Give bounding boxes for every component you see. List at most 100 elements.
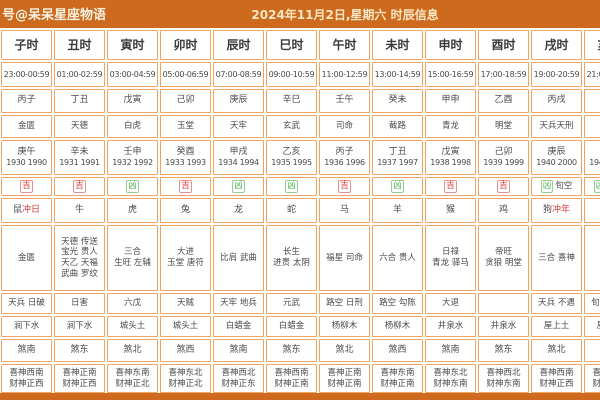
luck-verdict-cell: 凶 [107, 177, 158, 196]
clash-ganzhi-years-cell: 己卯 1939 1999 [478, 140, 529, 175]
time-range-cell: 23:00-00:59 [1, 62, 52, 87]
hour-ganzhi-cell: 丙子 [1, 89, 52, 113]
sha-direction-cell: 煞东 [54, 339, 105, 362]
sha-direction-cell: 煞东 [478, 339, 529, 362]
hour-star-cell: 明堂 [478, 115, 529, 138]
zodiac-cell: 马 [319, 198, 370, 223]
time-range-cell: 11:00-12:59 [319, 62, 370, 87]
table-row: 23:00-00:59 01:00-02:59 03:00-04:59 05:00-0… [1, 62, 600, 87]
luck-badge: 凶 [126, 180, 139, 193]
clash-ganzhi-years-cell: 癸酉 1933 1993 [160, 140, 211, 175]
clash-ganzhi-years-cell: 乙亥 1935 1995 [266, 140, 317, 175]
luck-extra-label: 旬空 [555, 181, 573, 192]
zodiac-cell: 鼠冲日 [1, 198, 52, 223]
luck-verdict-cell: 凶 [266, 177, 317, 196]
unlucky-gods-cell: 元武 [266, 293, 317, 314]
table-row: 煞南煞东煞北煞西煞南煞东煞北煞西煞南煞东煞北煞西 [1, 339, 600, 362]
lucky-gods-cell: 帝旺 贪狼 明堂 [478, 225, 529, 291]
table-row: 庚午 1930 1990 辛未 1931 1991 壬申 1932 1992 癸酉 1933 … [1, 140, 600, 175]
footer-bar [0, 393, 600, 400]
hour-star-cell: 白虎 [107, 115, 158, 138]
deity-directions-cell: 喜神东北 财神东南 [425, 364, 476, 393]
unlucky-gods-cell: 天兵 日破 [1, 293, 52, 314]
hour-star-cell: 玉堂 [160, 115, 211, 138]
luck-badge: 凶 [593, 180, 600, 193]
hour-star-cell: 朱雀 [584, 115, 600, 138]
lucky-gods-cell: 大进 玉堂 唐符 [160, 225, 211, 291]
hour-fortune-table: 子时丑时寅时卯时辰时巳时午时未时申时酉时戌时亥时23:00-00:5901:00… [0, 28, 600, 393]
hour-name-cell: 未时 [372, 30, 423, 60]
unlucky-gods-cell: 天贼 [160, 293, 211, 314]
nayin-element-cell: 杨柳木 [319, 316, 370, 337]
nayin-element-cell: 井泉水 [425, 316, 476, 337]
hour-star-cell: 天牢 [213, 115, 264, 138]
hour-star-cell: 截路 [372, 115, 423, 138]
nayin-element-cell: 屋上土 [531, 316, 582, 337]
nayin-element-cell: 井泉水 [478, 316, 529, 337]
luck-verdict-cell: 吉 [160, 177, 211, 196]
unlucky-gods-cell: 六戊 [107, 293, 158, 314]
hour-name-cell: 子时 [1, 30, 52, 60]
hour-star-cell: 玄武 [266, 115, 317, 138]
luck-verdict-cell: 吉 [425, 177, 476, 196]
luck-badge: 凶 [232, 180, 245, 193]
hour-ganzhi-cell: 丁亥 [584, 89, 600, 113]
unlucky-gods-cell: 旬空 朱雀 [584, 293, 600, 314]
lucky-gods-cell: 天赦 [584, 225, 600, 291]
deity-directions-cell: 喜神东北 财神正北 [160, 364, 211, 393]
hour-name-cell: 午时 [319, 30, 370, 60]
nayin-element-cell: 屋上土 [584, 316, 600, 337]
hour-name-cell: 巳时 [266, 30, 317, 60]
zodiac-cell: 蛇 [266, 198, 317, 223]
lucky-gods-cell: 金匮 [1, 225, 52, 291]
clash-ganzhi-years-cell: 壬申 1932 1992 [107, 140, 158, 175]
hour-name-cell: 寅时 [107, 30, 158, 60]
header-bar: 号@呆呆星座物语 2024年11月2日,星期六 时辰信息 [0, 0, 600, 28]
lucky-gods-cell: 比肩 武曲 [213, 225, 264, 291]
clash-ganzhi-years-cell: 辛未 1931 1991 [54, 140, 105, 175]
clash-ganzhi-years-cell: 辛巳1941 2001 [584, 140, 600, 175]
table-row: 涧下水涧下水城头土城头土白蜡金白蜡金杨柳木杨柳木井泉水井泉水屋上土屋上土 [1, 316, 600, 337]
unlucky-gods-cell: 天牢 地兵 [213, 293, 264, 314]
sha-direction-cell: 煞西 [160, 339, 211, 362]
sha-direction-cell: 煞西 [584, 339, 600, 362]
table-row: 金匮天德白虎玉堂天牢玄武司命截路青龙明堂天兵天刑朱雀 [1, 115, 600, 138]
hour-star-cell: 金匮 [1, 115, 52, 138]
hour-name-cell: 卯时 [160, 30, 211, 60]
hour-ganzhi-cell: 癸未 [372, 89, 423, 113]
hour-star-cell: 天德 [54, 115, 105, 138]
lucky-gods-cell: 三合 喜神 [531, 225, 582, 291]
table-row: 喜神西南 财神正西 喜神正南 财神正西 喜神东南 财神正北 喜神东北 财神正北 喜神西北 财神正东… [1, 364, 600, 393]
sha-direction-cell: 煞东 [266, 339, 317, 362]
zodiac-cell: 狗冲年 [531, 198, 582, 223]
unlucky-gods-cell: 天兵 不遇 [531, 293, 582, 314]
clash-ganzhi-years-cell: 甲戌 1934 1994 [213, 140, 264, 175]
nayin-element-cell: 涧下水 [54, 316, 105, 337]
sha-direction-cell: 煞北 [107, 339, 158, 362]
nayin-element-cell: 涧下水 [1, 316, 52, 337]
clash-ganzhi-years-cell: 丁丑 1937 1997 [372, 140, 423, 175]
clash-ganzhi-years-cell: 庚辰 1940 2000 [531, 140, 582, 175]
hour-ganzhi-cell: 甲申 [425, 89, 476, 113]
table-row: 子时丑时寅时卯时辰时巳时午时未时申时酉时戌时亥时 [1, 30, 600, 60]
luck-badge: 凶 [540, 180, 554, 193]
hour-name-cell: 酉时 [478, 30, 529, 60]
hour-ganzhi-cell: 壬午 [319, 89, 370, 113]
nayin-element-cell: 白蜡金 [213, 316, 264, 337]
nayin-element-cell: 杨柳木 [372, 316, 423, 337]
hour-name-cell: 辰时 [213, 30, 264, 60]
unlucky-gods-cell [478, 293, 529, 314]
clash-ganzhi-years-cell: 庚午 1930 1990 [1, 140, 52, 175]
deity-directions-cell: 喜神东南 财神正北 [107, 364, 158, 393]
time-range-cell: 13:00-14:59 [372, 62, 423, 87]
table-row: 丙子丁丑戊寅己卯庚辰辛巳壬午癸未甲申乙酉丙戌丁亥 [1, 89, 600, 113]
zodiac-cell: 猴 [425, 198, 476, 223]
hour-ganzhi-cell: 乙酉 [478, 89, 529, 113]
deity-directions-cell: 喜神西南 财神正西 [531, 364, 582, 393]
sha-direction-cell: 煞北 [531, 339, 582, 362]
clash-ganzhi-years-cell: 丙子 1936 1996 [319, 140, 370, 175]
hour-ganzhi-cell: 辛巳 [266, 89, 317, 113]
luck-badge: 吉 [497, 180, 510, 193]
